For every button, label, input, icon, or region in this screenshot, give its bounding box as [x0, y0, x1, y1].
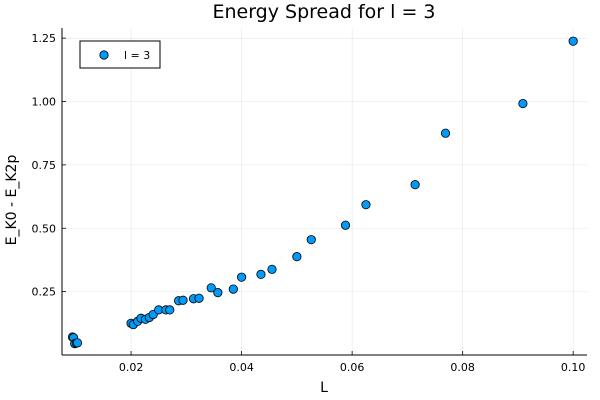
legend-box — [79, 40, 161, 69]
y-tick-label: 1.00 — [32, 96, 57, 109]
y-tick-label: 1.25 — [32, 32, 57, 45]
data-point — [306, 235, 316, 245]
data-point — [361, 200, 371, 210]
x-tick-label: 0.10 — [561, 361, 586, 374]
data-point — [340, 220, 351, 230]
data-point — [178, 295, 188, 305]
data-point — [440, 128, 451, 138]
data-point — [165, 305, 175, 315]
data-point — [518, 98, 528, 109]
data-point — [237, 272, 247, 282]
data-point — [213, 288, 223, 298]
x-tick-label: 0.06 — [340, 361, 365, 374]
y-tick-label: 0.25 — [32, 286, 57, 299]
chart-title: Energy Spread for l = 3 — [212, 1, 435, 23]
data-point — [206, 283, 216, 293]
x-tick-label: 0.02 — [119, 361, 144, 374]
data-point — [256, 269, 266, 279]
data-point — [228, 284, 238, 294]
data-point — [72, 338, 83, 348]
data-points — [67, 36, 578, 349]
legend: l = 3 — [79, 40, 161, 69]
y-tick-label: 0.75 — [32, 159, 57, 172]
data-point — [410, 180, 420, 190]
data-point — [568, 36, 578, 46]
data-point — [292, 252, 302, 262]
legend-marker — [99, 50, 109, 60]
x-tick-label: 0.08 — [450, 361, 475, 374]
x-tick-label: 0.04 — [229, 361, 254, 374]
grid-lines — [62, 28, 587, 355]
axes — [61, 28, 587, 356]
data-point — [267, 264, 277, 274]
y-tick-label: 0.50 — [32, 222, 57, 235]
data-point — [194, 293, 204, 303]
legend-label: l = 3 — [124, 49, 150, 62]
y-axis-label: E_K0 - E_K2p — [4, 155, 20, 246]
x-axis-label: L — [320, 380, 328, 396]
tick-labels: 0.02 0.04 0.06 0.08 0.10 0.25 0.50 0.75 1.00 1.25 — [32, 32, 586, 374]
